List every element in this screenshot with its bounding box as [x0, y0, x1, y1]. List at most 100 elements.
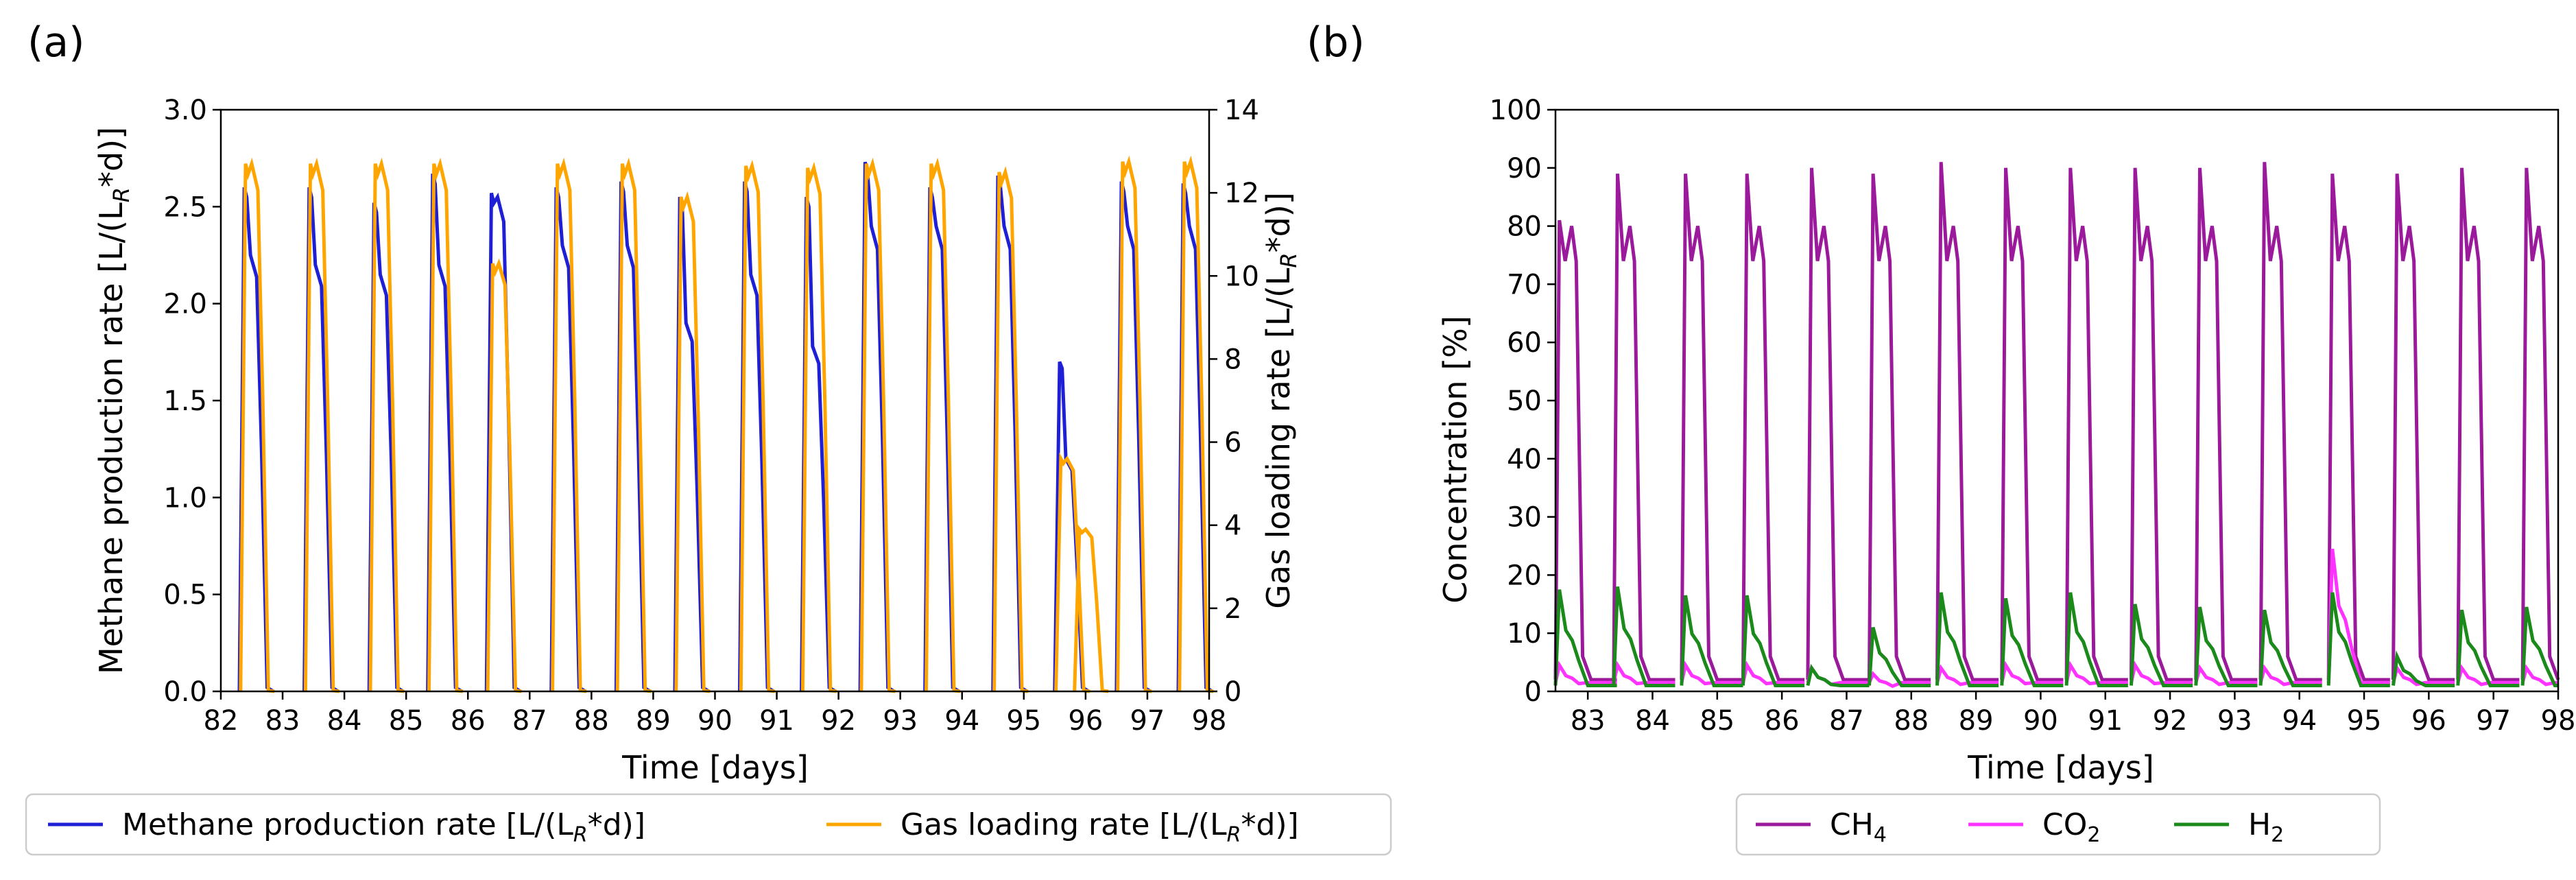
- chart-b-xtick-label: 91: [2088, 705, 2123, 737]
- chart-a-xtick-label: 95: [1006, 705, 1041, 737]
- chart-a-xtick-label: 92: [821, 705, 856, 737]
- h2-pulse-5: [1868, 627, 1931, 687]
- legend-a-label-0: Methane production rate [L/(LR*d)]: [122, 807, 645, 847]
- chart-b-xtick-label: 95: [2347, 705, 2382, 737]
- gas-loading-pulse-9: [800, 161, 837, 693]
- chart-a-xtick-label: 89: [636, 705, 671, 737]
- chart-a-ytick-left-label: 2.0: [163, 289, 207, 320]
- ch4-pulse-11: [2258, 162, 2322, 682]
- gas-loading-pulse-16: [1178, 155, 1214, 693]
- legend-b-label-1: CO2: [2042, 807, 2100, 847]
- chart-a-xtick-label: 86: [451, 705, 486, 737]
- chart-b-xtick-label: 93: [2217, 705, 2252, 737]
- chart-b-ytick-label: 70: [1507, 269, 1542, 300]
- ch4-pulse-14: [2456, 167, 2520, 682]
- chart-a-ytick-left-label: 3.0: [163, 95, 207, 126]
- h2-pulse-10: [2194, 606, 2258, 687]
- ch4-pulse-5: [1868, 174, 1931, 682]
- legend-a-label-1: Gas loading rate [L/(LR*d)]: [901, 807, 1299, 847]
- chart-a-xtick-label: 87: [512, 705, 547, 737]
- panel-label-a: (a): [27, 19, 85, 67]
- chart-a-xtick-label: 90: [697, 705, 732, 737]
- h2-pulse-6: [1935, 592, 1999, 687]
- gas-loading-pulse-13: [1054, 452, 1090, 693]
- chart-b-xtick-label: 86: [1765, 705, 1800, 737]
- chart-b-ytick-label: 30: [1507, 502, 1542, 534]
- chart-b-ytick-label: 90: [1507, 153, 1542, 185]
- chart-b-ytick-label: 10: [1507, 618, 1542, 650]
- ch4-pulse-7: [2000, 167, 2064, 682]
- gas-loading-pulse-8: [739, 159, 776, 693]
- h2-pulse-9: [2130, 604, 2193, 687]
- chart-b-xtick-label: 84: [1635, 705, 1670, 737]
- chart-a-ytick-left-label: 1.0: [163, 482, 207, 514]
- chart-a-ytick-right-label: 2: [1224, 593, 1241, 625]
- gas-loading-pulse-3: [427, 157, 464, 693]
- chart-a-ytick-right-label: 10: [1224, 261, 1259, 292]
- gas-loading-pulse-1: [303, 157, 340, 693]
- chart-b-xtick-label: 94: [2282, 705, 2317, 737]
- h2-pulse-8: [2064, 592, 2128, 687]
- chart-b-xtick-label: 89: [1959, 705, 1994, 737]
- ch4-pulse-3: [1741, 174, 1805, 682]
- chart-a-xtick-label: 82: [204, 705, 239, 737]
- chart-b-xtick-label: 83: [1571, 705, 1606, 737]
- chart-a-xtick-label: 91: [759, 705, 794, 737]
- chart-a-ytick-right-label: 12: [1224, 178, 1259, 209]
- chart-b-xtick-label: 92: [2153, 705, 2188, 737]
- ch4-pulse-4: [1806, 167, 1870, 682]
- h2-pulse-12: [2326, 592, 2390, 687]
- gas-loading-pulse-5: [551, 157, 587, 693]
- chart-a: 82 83 84 85 86 87 88 89 90 91 92 93 94 95 96 97 980.00.5…: [93, 95, 1302, 737]
- chart-b-ytick-label: 50: [1507, 385, 1542, 417]
- h2-pulse-2: [1680, 595, 1743, 687]
- ch4-pulse-13: [2392, 174, 2455, 682]
- gas-loading-pulse-7: [674, 191, 711, 693]
- ch4-pulse-6: [1935, 162, 1999, 682]
- h2-pulse-11: [2258, 609, 2322, 687]
- legend-a-box: [25, 793, 1392, 856]
- gas-loading-pulse-6: [615, 157, 652, 693]
- gas-loading-pulse-0: [239, 157, 275, 693]
- ch4-pulse-9: [2130, 167, 2193, 682]
- h2-pulse-4: [1806, 663, 1870, 687]
- panel-label-b: (b): [1307, 19, 1365, 67]
- gas-loading-pulse-10: [859, 157, 896, 693]
- chart-a-xlabel: Time [days]: [621, 749, 809, 786]
- chart-b-ytick-label: 0: [1525, 676, 1542, 708]
- h2-pulse-1: [1612, 586, 1675, 687]
- ch4-pulse-8: [2064, 167, 2128, 682]
- ch4-pulse-0: [1553, 219, 1617, 682]
- h2-pulse-14: [2456, 609, 2520, 687]
- chart-b: 83 84 85 86 87 88 89 90 91 92 93 94 95 96 97 98 0 10 20 30 4…: [1490, 95, 2576, 737]
- ch4-pulse-10: [2194, 167, 2258, 682]
- chart-a-ytick-right-label: 0: [1224, 676, 1241, 708]
- h2-pulse-3: [1741, 595, 1805, 687]
- chart-b-ytick-label: 20: [1507, 560, 1542, 591]
- gas-loading-pulse-4: [486, 258, 522, 693]
- chart-a-ytick-left-label: 0.0: [163, 676, 207, 708]
- h2-pulse-13: [2392, 650, 2455, 687]
- chart-b-ytick-label: 60: [1507, 327, 1542, 359]
- chart-b-xtick-label: 85: [1700, 705, 1734, 737]
- legend-b-label-0: CH4: [1830, 807, 1887, 847]
- chart-b-ytick-label: 40: [1507, 444, 1542, 475]
- gas-loading-pulse-2: [368, 157, 405, 693]
- chart-a-xtick-label: 84: [327, 705, 362, 737]
- chart-b-xlabel: Time [days]: [1967, 749, 2154, 786]
- chart-b-xtick-label: 97: [2476, 705, 2511, 737]
- chart-b-xtick-label: 96: [2411, 705, 2446, 737]
- chart-a-xtick-label: 97: [1130, 705, 1165, 737]
- chart-a-xtick-label: 85: [389, 705, 424, 737]
- chart-a-ytick-right-label: 8: [1224, 344, 1241, 375]
- gas-loading-pulse-12: [992, 166, 1029, 693]
- legend-b: CH4 CO2 H2: [1735, 793, 2381, 856]
- chart-a-ylabel-right: Gas loading rate [L/(LR*d)]: [1260, 192, 1302, 609]
- h2-pulse-7: [2000, 597, 2064, 687]
- chart-a-ytick-right-label: 6: [1224, 427, 1241, 459]
- ch4-pulse-1: [1612, 174, 1675, 682]
- chart-a-xtick-label: 98: [1192, 705, 1227, 737]
- ch4-pulse-12: [2326, 174, 2390, 682]
- chart-a-xtick-label: 94: [944, 705, 979, 737]
